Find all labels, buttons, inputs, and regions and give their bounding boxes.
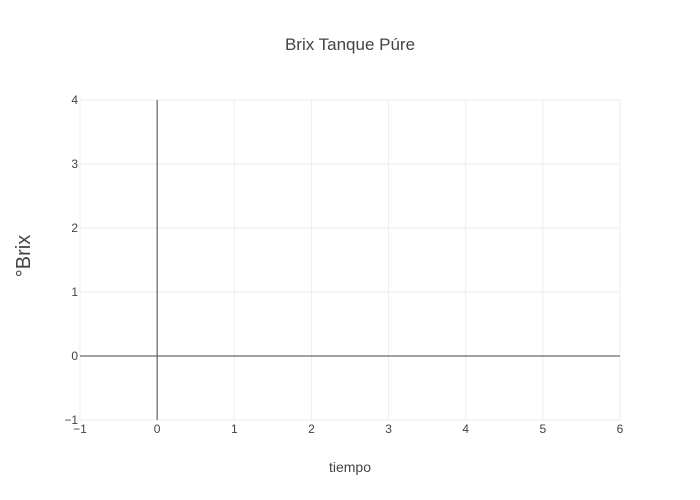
zero-lines bbox=[80, 100, 620, 420]
x-tick-label: 5 bbox=[540, 422, 547, 436]
y-tick-label: 1 bbox=[71, 285, 78, 299]
x-axis-ticks: −1 0 1 2 3 4 5 6 bbox=[73, 422, 624, 436]
y-tick-label: −1 bbox=[64, 413, 78, 427]
x-tick-label: 0 bbox=[154, 422, 161, 436]
y-tick-label: 4 bbox=[71, 93, 78, 107]
x-tick-label: 6 bbox=[617, 422, 624, 436]
y-tick-label: 0 bbox=[71, 349, 78, 363]
y-axis-label: °Brix bbox=[13, 235, 35, 277]
x-axis-label: tiempo bbox=[329, 459, 371, 475]
chart-title: Brix Tanque Púre bbox=[285, 35, 415, 54]
y-tick-label: 2 bbox=[71, 221, 78, 235]
x-tick-label: 3 bbox=[385, 422, 392, 436]
x-tick-label: −1 bbox=[73, 422, 87, 436]
x-tick-label: 2 bbox=[308, 422, 315, 436]
grid-lines bbox=[79, 99, 621, 421]
x-tick-label: 4 bbox=[462, 422, 469, 436]
x-tick-label: 1 bbox=[231, 422, 238, 436]
y-axis-ticks: −1 0 1 2 3 4 bbox=[64, 93, 78, 427]
y-tick-label: 3 bbox=[71, 157, 78, 171]
